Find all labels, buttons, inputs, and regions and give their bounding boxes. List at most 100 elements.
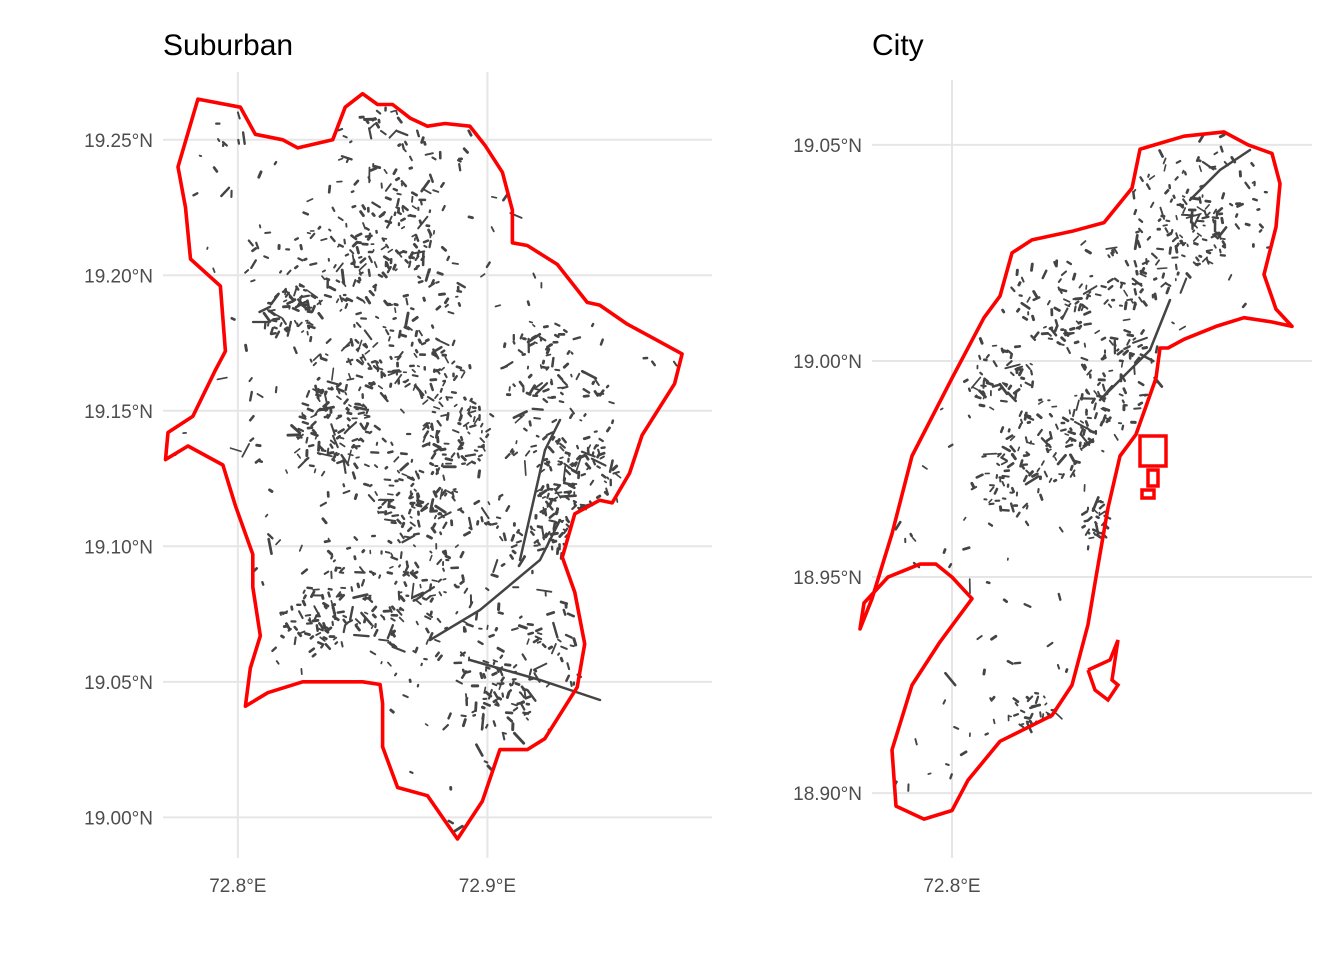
feature-segment <box>281 317 287 326</box>
feature-segment <box>1183 171 1187 176</box>
feature-segment <box>469 424 477 429</box>
feature-segment <box>306 231 312 235</box>
feature-segment <box>410 482 415 488</box>
feature-segment <box>512 731 526 745</box>
feature-segment <box>564 468 572 476</box>
feature-segment <box>370 570 375 576</box>
feature-segment <box>492 698 498 704</box>
feature-segment <box>443 297 450 305</box>
feature-segment <box>1057 592 1062 601</box>
feature-segment <box>317 452 322 456</box>
feature-segment <box>501 732 506 741</box>
feature-segment <box>322 636 328 641</box>
feature-segment <box>1140 273 1147 278</box>
feature-segment <box>591 380 596 386</box>
feature-segment <box>990 634 998 641</box>
feature-segment <box>593 444 600 449</box>
feature-segment <box>1113 341 1117 347</box>
feature-segment <box>1212 208 1218 215</box>
feature-segment <box>490 522 498 526</box>
feature-segment <box>1033 331 1040 339</box>
feature-segment <box>451 360 456 365</box>
feature-segment <box>1086 369 1093 376</box>
feature-segment <box>434 651 440 658</box>
feature-segment <box>1022 474 1028 483</box>
feature-segment <box>420 341 427 346</box>
feature-segment <box>464 453 477 458</box>
feature-segment <box>370 381 375 387</box>
feature-segment <box>426 612 434 619</box>
feature-segment <box>1102 372 1106 378</box>
feature-segment <box>309 335 313 343</box>
feature-segment <box>436 558 443 566</box>
feature-segment <box>542 388 550 393</box>
feature-segment <box>386 450 394 454</box>
feature-segment <box>469 397 473 402</box>
feature-segment <box>553 483 562 487</box>
feature-segment <box>328 228 332 232</box>
feature-segment <box>947 443 954 448</box>
feature-segment <box>305 289 319 299</box>
feature-segment <box>1189 209 1194 224</box>
feature-segment <box>1095 533 1102 539</box>
feature-segment <box>1042 695 1046 699</box>
feature-segment <box>979 371 984 376</box>
feature-segment <box>1123 289 1129 297</box>
feature-segment <box>411 368 416 373</box>
feature-segment <box>229 447 242 453</box>
feature-segment <box>1082 428 1086 436</box>
feature-segment <box>337 388 341 395</box>
feature-segment <box>430 526 437 534</box>
feature-segment <box>381 372 387 378</box>
feature-segment <box>402 694 409 699</box>
feature-segment <box>310 294 317 300</box>
feature-segment <box>996 462 1001 467</box>
feature-segment <box>541 643 547 649</box>
feature-segment <box>350 190 355 194</box>
feature-segment <box>440 413 447 417</box>
feature-segment <box>327 451 334 455</box>
feature-segment <box>1031 472 1039 478</box>
feature-segment <box>1182 207 1187 214</box>
feature-segment <box>540 525 545 541</box>
feature-segment <box>1185 272 1192 279</box>
feature-segment <box>572 336 582 341</box>
feature-segment <box>389 215 393 222</box>
feature-segment <box>1094 293 1102 297</box>
feature-segment <box>355 232 363 238</box>
feature-segment <box>433 447 442 453</box>
feature-segment <box>440 245 448 252</box>
feature-segment <box>251 247 258 253</box>
feature-segment <box>400 182 403 187</box>
feature-segment <box>329 235 336 243</box>
feature-segment <box>1228 202 1234 207</box>
feature-segment <box>375 441 379 446</box>
feature-segment <box>258 305 272 314</box>
feature-segment <box>1022 315 1029 321</box>
feature-segment <box>373 628 379 637</box>
feature-segment <box>336 452 340 457</box>
feature-segment <box>982 668 986 676</box>
feature-segment <box>323 390 328 396</box>
feature-segment <box>416 249 421 258</box>
feature-segment <box>976 635 983 641</box>
feature-segment <box>404 140 408 146</box>
feature-segment <box>548 519 557 523</box>
feature-segment <box>1028 470 1034 477</box>
feature-segment <box>1098 503 1106 510</box>
feature-segment <box>1025 364 1031 370</box>
feature-segment <box>1101 449 1105 453</box>
feature-segment <box>1086 516 1093 523</box>
feature-segment <box>554 484 561 492</box>
feature-segment <box>335 298 340 304</box>
feature-segment <box>244 269 250 274</box>
feature-segment <box>368 123 376 130</box>
feature-segment <box>439 447 447 452</box>
feature-segment <box>356 626 360 630</box>
feature-segment <box>241 131 246 146</box>
feature-segment <box>330 286 335 291</box>
feature-segment <box>221 141 228 147</box>
feature-segment <box>237 138 241 145</box>
feature-segment <box>1132 337 1137 341</box>
